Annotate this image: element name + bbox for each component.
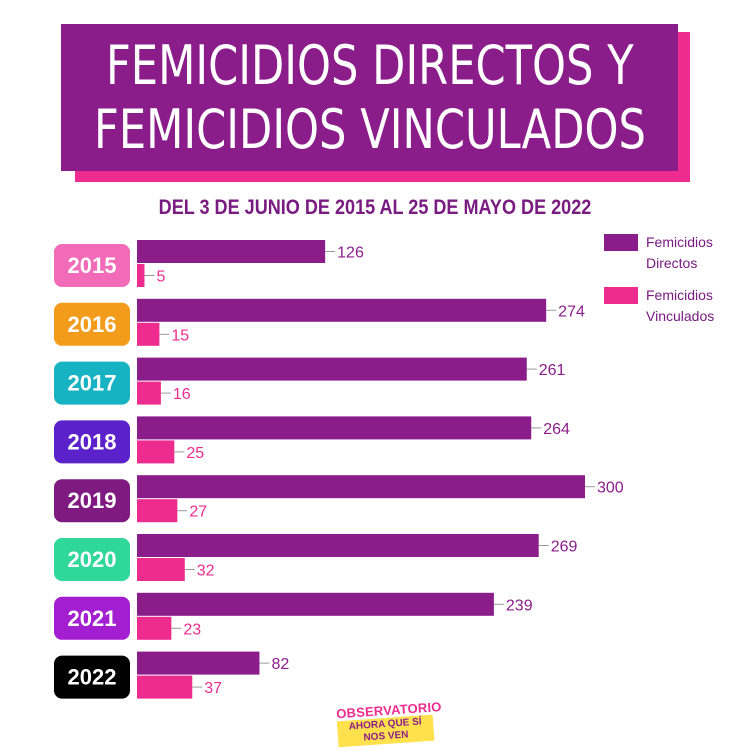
year-label-2018: 2018 <box>68 429 117 454</box>
logo-bottom-text: AHORA QUE SÍ NOS VEN <box>336 714 435 748</box>
bar-directos-2017 <box>137 357 527 381</box>
year-badge-2020 <box>54 538 130 581</box>
year-badge-2017 <box>54 361 130 405</box>
bar-directos-2021 <box>137 592 494 616</box>
bar-vinculados-2018 <box>137 440 175 464</box>
chart-title-line-2: FEMICIDIOS VINCULADOS <box>93 97 646 161</box>
value-label-directos-2015: 126 <box>337 245 364 262</box>
value-label-directos-2016: 274 <box>558 303 585 320</box>
bar-vinculados-2015 <box>137 264 145 287</box>
value-label-vinculados-2015: 5 <box>156 269 165 286</box>
chart-subtitle: DEL 3 DE JUNIO DE 2015 AL 25 DE MAYO DE … <box>158 196 592 219</box>
value-label-vinculados-2022: 37 <box>204 680 222 697</box>
value-label-vinculados-2021: 23 <box>183 621 201 638</box>
year-badge-2022 <box>54 655 130 699</box>
bar-vinculados-2019 <box>137 499 178 523</box>
value-label-directos-2021: 239 <box>506 597 533 614</box>
bar-chart: 2015 126 5 2016 274 15 2017 261 16 2018 264 25 2019 3… <box>54 234 714 699</box>
bar-directos-2022 <box>137 651 260 675</box>
value-label-directos-2018: 264 <box>543 421 570 438</box>
chart-title-line-1: FEMICIDIOS DIRECTOS Y <box>105 33 634 97</box>
value-label-directos-2017: 261 <box>539 362 566 379</box>
year-badge-2021 <box>54 596 130 640</box>
legend-swatch-vinculados <box>604 287 638 304</box>
value-label-directos-2020: 269 <box>551 539 578 556</box>
year-label-2021: 2021 <box>68 606 117 631</box>
year-badge-2019 <box>54 479 130 523</box>
year-badge-2015 <box>54 244 130 287</box>
bar-vinculados-2020 <box>137 558 185 581</box>
bar-directos-2020 <box>137 534 539 557</box>
title-box: FEMICIDIOS DIRECTOS Y FEMICIDIOS VINCULA… <box>61 24 678 171</box>
legend-label-directos: Femicidios Directos <box>646 234 713 271</box>
legend-label-vinculados: Femicidios Vinculados <box>646 287 714 324</box>
bar-directos-2016 <box>137 298 547 322</box>
year-label-2017: 2017 <box>68 371 117 396</box>
year-badge-2018 <box>54 420 130 464</box>
bar-vinculados-2021 <box>137 616 172 640</box>
bar-directos-2019 <box>137 475 585 499</box>
value-label-directos-2022: 82 <box>271 656 289 673</box>
bar-vinculados-2022 <box>137 675 193 699</box>
year-label-2015: 2015 <box>68 253 117 278</box>
bar-directos-2018 <box>137 416 532 440</box>
value-label-vinculados-2018: 25 <box>186 445 204 462</box>
value-label-vinculados-2019: 27 <box>189 504 207 521</box>
bar-directos-2015 <box>137 240 326 263</box>
year-label-2019: 2019 <box>68 488 117 513</box>
observatorio-logo: OBSERVATORIO AHORA QUE SÍ NOS VEN <box>336 699 442 748</box>
value-label-directos-2019: 300 <box>597 480 624 497</box>
value-label-vinculados-2020: 32 <box>197 563 215 580</box>
year-label-2022: 2022 <box>68 665 117 690</box>
bar-vinculados-2016 <box>137 322 160 346</box>
year-badge-2016 <box>54 302 130 346</box>
legend-swatch-directos <box>604 234 638 251</box>
year-label-2020: 2020 <box>68 547 117 572</box>
year-label-2016: 2016 <box>68 312 117 337</box>
value-label-vinculados-2016: 15 <box>171 327 189 344</box>
value-label-vinculados-2017: 16 <box>173 386 191 403</box>
bar-vinculados-2017 <box>137 381 161 405</box>
